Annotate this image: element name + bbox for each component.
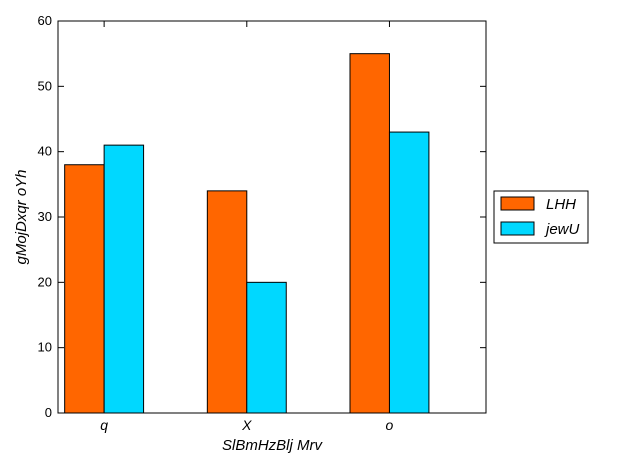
x-tick-label: o xyxy=(386,417,394,433)
y-tick-label: 60 xyxy=(38,13,52,28)
plot-frame xyxy=(57,20,487,414)
bar-lhh-x xyxy=(206,190,248,414)
bar-jewu-q xyxy=(103,144,145,414)
bar-jewu-x xyxy=(246,281,287,414)
legend-swatch-lhh xyxy=(500,196,535,211)
legend-label-lhh: LHH xyxy=(546,196,576,213)
x-tick-label: q xyxy=(100,417,108,433)
y-tick-label: 10 xyxy=(38,340,52,355)
y-tick-label: 40 xyxy=(38,144,52,159)
legend-swatch-jewu xyxy=(500,221,535,236)
bars-layer xyxy=(64,53,430,414)
y-tick-label: 20 xyxy=(38,274,52,289)
y-tick-label: 0 xyxy=(45,405,52,420)
legend: LHH jewU xyxy=(493,190,589,244)
y-axis-label: gMojDxqr oYh xyxy=(13,169,30,264)
bar-jewu-o xyxy=(388,131,430,414)
legend-label-jewu: jewU xyxy=(544,221,580,238)
y-tick-label: 30 xyxy=(38,209,52,224)
bar-lhh-o xyxy=(349,53,390,414)
x-axis-label: SlBmHzBlj Mrv xyxy=(222,437,323,454)
y-tick-label: 50 xyxy=(38,78,52,93)
x-tick-label: X xyxy=(241,417,252,433)
bar-lhh-q xyxy=(64,164,105,414)
